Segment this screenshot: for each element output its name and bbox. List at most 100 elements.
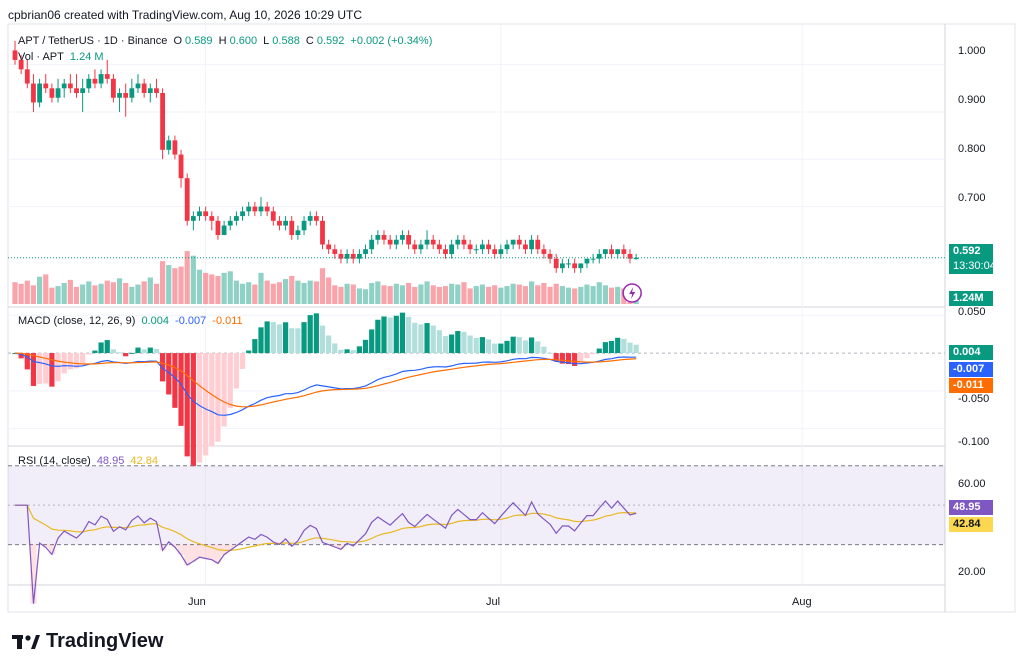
- macd-histogram-bar: [283, 322, 289, 354]
- candle-body: [523, 244, 528, 250]
- macd-histogram-bar: [522, 340, 529, 354]
- price-tick-label: 0.900: [958, 94, 986, 106]
- candle-body: [461, 239, 467, 245]
- candle-body: [270, 211, 276, 221]
- volume-bar: [326, 277, 332, 304]
- volume-bar: [473, 286, 479, 304]
- volume-bar: [12, 282, 18, 304]
- candle-body: [412, 244, 418, 250]
- volume-bar: [227, 271, 233, 304]
- rsi-oversold-fill: [221, 544, 228, 555]
- macd-histogram-bar: [381, 316, 387, 354]
- volume-tag: 1.24M: [949, 291, 993, 306]
- candle-body: [172, 140, 178, 155]
- volume-bar: [313, 281, 319, 304]
- macd-histogram-bar: [430, 325, 436, 354]
- macd-histogram-bar: [467, 335, 473, 354]
- macd-histogram-bar: [553, 353, 559, 362]
- candle-body: [160, 93, 165, 150]
- volume-bar: [166, 265, 172, 304]
- candle-body: [154, 88, 159, 94]
- symbol-label[interactable]: APT / TetherUS · 1D · Binance: [18, 35, 168, 47]
- volume-label[interactable]: Vol · APT: [18, 51, 64, 63]
- macd-histogram-bar: [436, 330, 442, 354]
- volume-bar: [485, 286, 492, 304]
- volume-bar: [24, 280, 30, 304]
- macd-histogram-bar: [43, 353, 49, 384]
- macd-label[interactable]: MACD (close, 12, 26, 9): [18, 315, 136, 327]
- volume-bar: [565, 287, 572, 304]
- candle-body: [240, 211, 245, 217]
- candle-body: [117, 93, 122, 98]
- macd-histogram-bar: [442, 336, 449, 354]
- candle-body: [535, 239, 541, 250]
- volume-bar: [375, 281, 381, 304]
- candle-body: [209, 216, 215, 221]
- candle-body: [123, 93, 129, 98]
- rsi-oversold-fill: [184, 544, 191, 566]
- lightning-icon: [629, 287, 636, 299]
- candle-body: [295, 230, 301, 236]
- volume-bar: [37, 276, 43, 304]
- volume-bar: [504, 286, 510, 304]
- macd-histogram-bar: [252, 339, 258, 354]
- volume-bar: [147, 277, 153, 304]
- volume-bar: [516, 284, 522, 304]
- macd-histogram-bar: [362, 339, 369, 354]
- rsi-oversold-fill: [331, 544, 338, 547]
- macd-histogram-bar: [504, 340, 510, 354]
- rsi-tick-label: 20.00: [958, 566, 986, 578]
- macd-histogram-bar: [418, 324, 424, 354]
- macd-histogram-bar: [313, 313, 319, 354]
- macd-histogram-bar: [424, 323, 430, 354]
- volume-bar: [356, 288, 362, 304]
- macd-histogram-bar: [153, 348, 160, 354]
- volume-bar: [153, 283, 160, 304]
- macd-histogram-bar: [264, 321, 270, 354]
- macd-histogram-bar: [510, 336, 516, 354]
- candle-body: [147, 88, 153, 94]
- macd-histogram-bar: [215, 353, 221, 442]
- candle-body: [627, 253, 633, 259]
- candle-body: [516, 239, 522, 245]
- volume-bar: [73, 286, 80, 304]
- volume-bar: [276, 282, 283, 304]
- macd-histogram-bar: [233, 353, 239, 389]
- candle-body: [633, 257, 639, 260]
- rsi-ma-value: 42.84: [130, 455, 158, 467]
- macd-histogram-bar: [49, 353, 55, 387]
- candle-body: [49, 88, 55, 98]
- macd-histogram-bar: [30, 353, 37, 386]
- volume-bar: [221, 272, 227, 304]
- macd-histogram-bar: [535, 341, 541, 354]
- legend-symbol-row: APT / TetherUS · 1D · Binance O 0.589 H 0.…: [18, 35, 433, 47]
- volume-bar: [307, 280, 313, 304]
- macd-histogram-bar: [98, 342, 104, 354]
- candle-body: [381, 235, 387, 240]
- candle-body: [55, 88, 61, 98]
- candle-body: [369, 239, 375, 250]
- volume-bar: [572, 288, 578, 304]
- candle-body: [135, 83, 141, 89]
- volume-bar: [92, 285, 98, 304]
- macd-histogram-bar: [172, 353, 178, 408]
- rsi-label[interactable]: RSI (14, close): [18, 455, 91, 467]
- macd-histogram-bar: [473, 337, 479, 354]
- volume-bar: [596, 282, 602, 304]
- candle-body: [609, 249, 614, 254]
- volume-bar: [233, 280, 239, 304]
- volume-bar: [590, 286, 596, 304]
- volume-bar: [258, 272, 264, 304]
- macd-histogram-bar: [221, 353, 227, 427]
- macd-histogram-bar: [129, 352, 135, 354]
- rsi-oversold-fill: [190, 544, 197, 562]
- candle-body: [596, 253, 602, 259]
- candle-body: [350, 253, 356, 259]
- high-value: 0.600: [229, 35, 258, 47]
- candle-body: [252, 206, 258, 212]
- candle-body: [12, 50, 18, 60]
- tradingview-logo[interactable]: TradingView: [12, 630, 163, 653]
- candle-body: [418, 244, 424, 250]
- volume-bar: [49, 287, 55, 304]
- change-value: +0.002 (+0.34%): [350, 35, 433, 47]
